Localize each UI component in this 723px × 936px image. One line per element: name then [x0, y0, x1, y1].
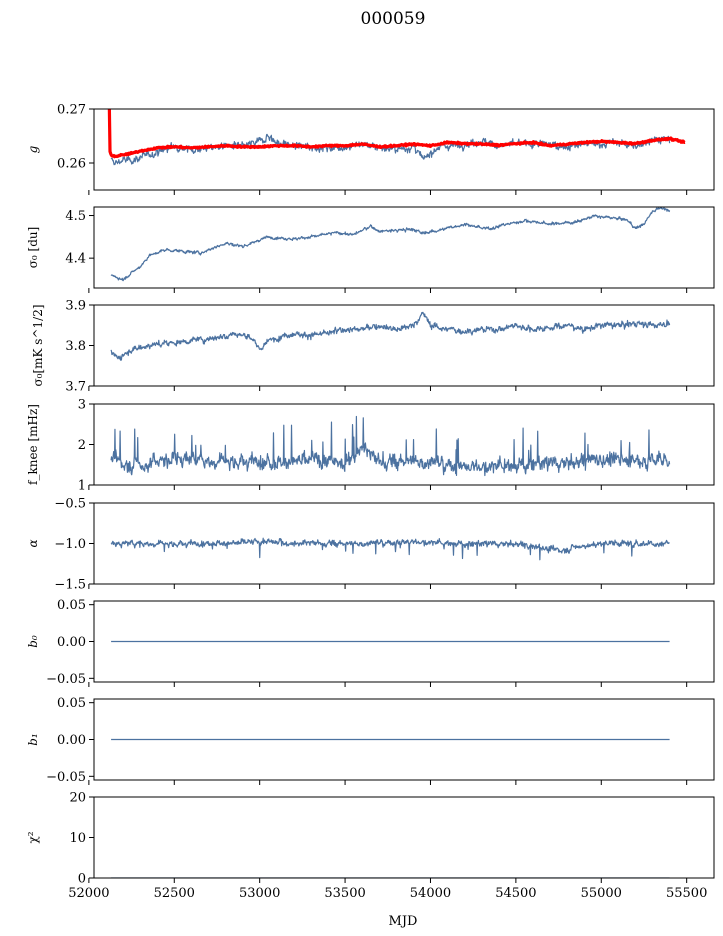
- y-axis-label-sigma0-mk: σ₀[mK s^1/2]: [31, 304, 45, 386]
- y-tick-label-chi2: 20: [69, 791, 86, 806]
- y-tick-label-fknee: 3: [78, 398, 86, 413]
- x-tick-label: 52500: [154, 886, 195, 901]
- x-tick-label: 54500: [495, 886, 536, 901]
- panel-alpha: −1.5 −1.0 −0.5 α: [26, 497, 715, 593]
- y-tick-label-b1: 0.00: [57, 733, 86, 748]
- y-axis-label-alpha: α: [26, 539, 40, 547]
- series-line-sigma0-du-0: [110, 207, 671, 282]
- x-tick-label: 52000: [68, 886, 109, 901]
- y-tick-label-sigma0-du: 4.4: [65, 252, 86, 267]
- y-tick-label-sigma0-mk: 3.9: [65, 299, 86, 314]
- y-tick-label-alpha: −0.5: [54, 497, 86, 512]
- y-tick-label-alpha: −1.0: [54, 537, 86, 552]
- figure-title: 000059: [361, 9, 426, 29]
- y-tick-label-g: 0.26: [57, 157, 86, 172]
- series-line-sigma0-mk-0: [110, 311, 671, 361]
- y-tick-label-sigma0-mk: 3.8: [65, 339, 86, 354]
- y-tick-label-chi2: 0: [78, 872, 86, 887]
- y-tick-label-b0: 0.05: [57, 598, 86, 613]
- x-tick-label: 54000: [410, 886, 451, 901]
- y-axis-label-g: g: [26, 145, 40, 153]
- y-tick-label-b1: −0.05: [46, 770, 86, 785]
- x-tick-label: 53500: [324, 886, 365, 901]
- panel-b0: −0.05 0.00 0.05 b₀: [26, 598, 715, 687]
- y-axis-label-sigma0-du: σ₀ [du]: [26, 227, 40, 269]
- x-axis-label: MJD: [389, 914, 418, 929]
- x-tick-label: 53000: [239, 886, 280, 901]
- y-axis-label-fknee: f_knee [mHz]: [26, 404, 40, 485]
- y-tick-label-b0: 0.00: [57, 635, 86, 650]
- y-tick-label-chi2: 10: [69, 831, 86, 846]
- y-tick-label-sigma0-mk: 3.7: [65, 380, 86, 395]
- axes-frame-chi2: [93, 796, 715, 879]
- axes-frame-g: [93, 108, 715, 191]
- panel-b1: −0.05 0.00 0.05 b₁: [26, 696, 715, 785]
- x-tick-label: 55000: [581, 886, 622, 901]
- x-tick-label: 55500: [666, 886, 707, 901]
- y-tick-label-b1: 0.05: [57, 696, 86, 711]
- panel-sigma0-mk: 3.7 3.8 3.9 σ₀[mK s^1/2]: [31, 299, 715, 395]
- y-tick-label-alpha: −1.5: [54, 578, 86, 593]
- series-line-alpha-0: [110, 537, 670, 561]
- y-axis-label-b0: b₀: [26, 635, 40, 648]
- y-tick-label-fknee: 2: [78, 438, 86, 453]
- axes-frame-sigma0-mk: [93, 304, 715, 387]
- axes-frame-sigma0-du: [93, 206, 715, 289]
- y-tick-label-b0: −0.05: [46, 672, 86, 687]
- series-line-fknee-0: [110, 415, 671, 477]
- y-tick-label-fknee: 1: [78, 479, 86, 494]
- panels: 0.26 0.27 g 4.4 4.5 σ₀ [du] 3.7 3.8 3.9 σ₀[mK s^1…: [26, 103, 715, 901]
- y-tick-label-g: 0.27: [57, 103, 86, 118]
- y-axis-label-b1: b₁: [26, 733, 40, 746]
- y-axis-label-chi2: χ²: [26, 831, 40, 843]
- panel-fknee: 1 2 3 f_knee [mHz]: [26, 398, 715, 494]
- series-line-g-1: [107, 109, 686, 159]
- panel-sigma0-du: 4.4 4.5 σ₀ [du]: [26, 206, 715, 293]
- panel-chi2: 0 10 20 52000 52500 53000 53500 54000 54500 55000…: [26, 791, 715, 901]
- y-tick-label-sigma0-du: 4.5: [65, 209, 86, 224]
- panel-g: 0.26 0.27 g: [26, 103, 715, 195]
- series-line-g-0: [110, 133, 671, 166]
